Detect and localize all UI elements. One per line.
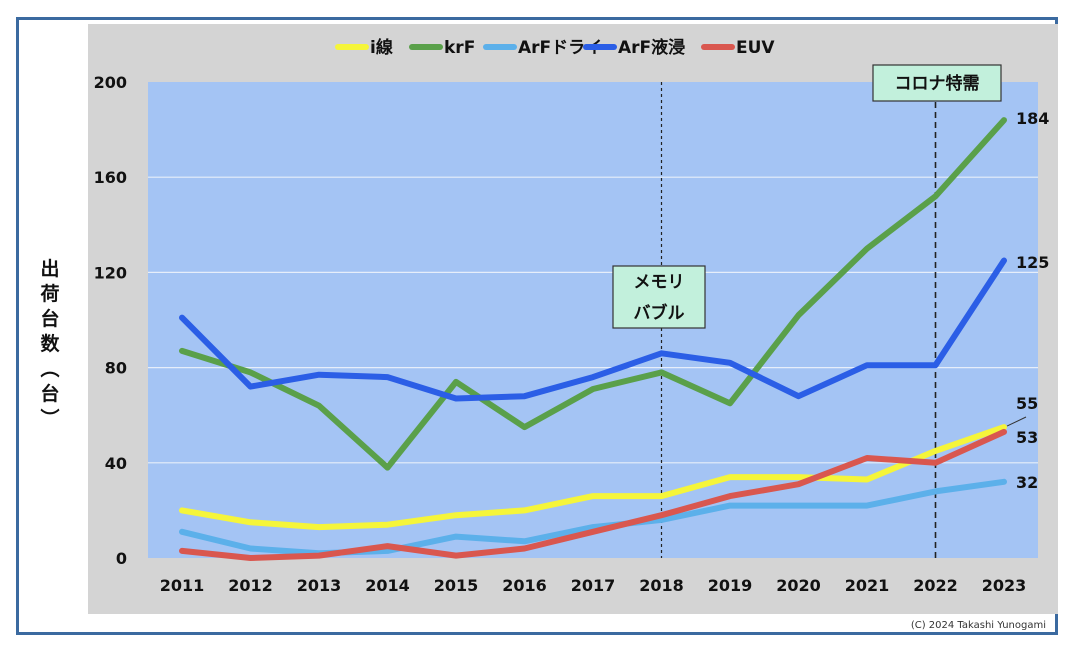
legend-label-4: EUV	[736, 38, 775, 58]
legend-label-2: ArFドライ	[518, 38, 602, 58]
y-tick-40: 40	[105, 454, 127, 473]
series-lines	[179, 117, 1007, 561]
legend: i線 krF ArFドライ ArF液浸 EUV	[335, 37, 775, 58]
y-tick-200: 200	[94, 73, 127, 92]
x-tick-2017: 2017	[571, 576, 616, 595]
y-tick-160: 160	[94, 168, 127, 187]
end-label-32: 32	[1016, 473, 1038, 492]
series-line-1	[179, 117, 1007, 471]
x-tick-2020: 2020	[776, 576, 821, 595]
series-line-3	[179, 257, 1007, 402]
y-axis-label-char-2: 台	[40, 307, 59, 330]
series-line-0	[179, 424, 1007, 531]
end-label-125: 125	[1016, 253, 1049, 272]
y-axis-ticks: 0 40 80 120 160 200	[94, 73, 127, 568]
x-tick-2018: 2018	[639, 576, 684, 595]
annotation-text-2018-1: バブル	[634, 303, 685, 324]
x-tick-2019: 2019	[708, 576, 753, 595]
end-label-leader	[1006, 416, 1027, 427]
series-line-4	[179, 428, 1007, 561]
y-axis-label-char-6: ︶	[40, 407, 59, 430]
x-axis-ticks: 2011 2012 2013 2014 2015 2016 2017 2018 2019 2020…	[160, 576, 1027, 595]
y-tick-80: 80	[105, 359, 127, 378]
annotation-box-2022	[872, 64, 1002, 102]
y-axis-label-char-1: 荷	[40, 282, 59, 305]
end-labels: 184 125 55 53 32	[1006, 109, 1049, 492]
x-tick-2023: 2023	[982, 576, 1027, 595]
x-tick-2013: 2013	[297, 576, 342, 595]
plot-area	[148, 82, 1038, 558]
legend-label-3: ArF液浸	[618, 37, 685, 58]
end-label-55: 55	[1016, 394, 1038, 413]
legend-label-0: i線	[370, 37, 393, 58]
annotation-text-2018-0: メモリ	[634, 273, 685, 293]
annotation-box-2018	[612, 265, 706, 329]
y-axis-label-char-3: 数	[40, 332, 60, 355]
x-tick-2012: 2012	[228, 576, 273, 595]
end-label-53: 53	[1016, 428, 1038, 447]
y-axis-label-char-0: 出	[40, 257, 59, 280]
legend-label-1: krF	[444, 38, 475, 58]
annotation-text-2022-0: コロナ特需	[895, 73, 980, 94]
y-tick-120: 120	[94, 263, 127, 282]
annotation-lines	[660, 82, 937, 558]
x-tick-2015: 2015	[434, 576, 479, 595]
y-axis-label-char-4: ︵	[40, 358, 59, 380]
x-tick-2014: 2014	[365, 576, 410, 595]
x-tick-2021: 2021	[845, 576, 890, 595]
copyright-text: (C) 2024 Takashi Yunogami	[911, 620, 1046, 631]
end-label-184: 184	[1016, 109, 1049, 128]
x-tick-2022: 2022	[913, 576, 958, 595]
x-tick-2011: 2011	[160, 576, 205, 595]
x-tick-2016: 2016	[502, 576, 547, 595]
y-tick-0: 0	[116, 549, 127, 568]
y-axis-label-char-5: 台	[40, 382, 59, 405]
